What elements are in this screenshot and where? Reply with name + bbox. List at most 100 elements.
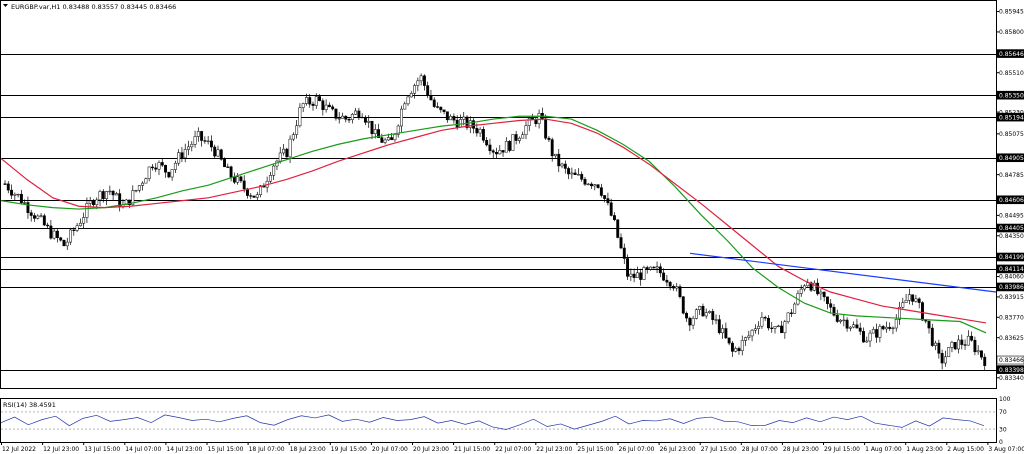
- candle-body: [272, 165, 276, 176]
- candle-body: [730, 342, 734, 352]
- candle-body: [839, 319, 842, 322]
- candle-body: [49, 225, 53, 239]
- candle-body: [698, 306, 702, 310]
- candle-body: [586, 183, 590, 186]
- candle-body: [223, 159, 226, 168]
- candle-body: [406, 96, 410, 105]
- time-tick-label: 12 Jul 2022: [2, 446, 36, 453]
- candle-body: [3, 183, 7, 185]
- candle-body: [842, 319, 846, 322]
- candle-body: [563, 163, 567, 169]
- candle-body: [937, 342, 941, 354]
- candle-body: [422, 75, 426, 86]
- candle-body: [599, 187, 603, 196]
- candle-body: [973, 340, 977, 353]
- candle-body: [465, 116, 469, 128]
- candle-body: [363, 116, 367, 123]
- candle-body: [724, 328, 728, 339]
- candle-body: [134, 189, 138, 192]
- candle-body: [144, 178, 148, 184]
- candle-body: [164, 164, 168, 173]
- candle-body: [472, 120, 476, 129]
- candle-body: [327, 104, 331, 108]
- candle-body: [881, 326, 885, 330]
- candle-body: [527, 118, 531, 126]
- candle-body: [468, 120, 472, 128]
- candle-body: [744, 337, 747, 341]
- candle-body: [557, 153, 561, 167]
- candle-body: [72, 229, 76, 231]
- candle-body: [6, 183, 10, 191]
- candle-body: [85, 203, 89, 218]
- candle-body: [701, 306, 705, 317]
- candle-body: [619, 237, 623, 249]
- moving-average-line: [0, 115, 987, 334]
- candle-body: [183, 149, 187, 159]
- time-tick-label: 1 Aug 07:00: [865, 446, 902, 453]
- candle-body: [930, 327, 934, 346]
- time-tick-label: 1 Aug 23:00: [906, 446, 943, 453]
- candle-body: [252, 195, 256, 198]
- candle-body: [662, 272, 666, 281]
- candle-body: [789, 312, 793, 314]
- candle-body: [927, 320, 931, 329]
- candle-body: [442, 109, 446, 112]
- candle-body: [373, 129, 377, 135]
- symbol-dropdown-icon[interactable]: [3, 4, 8, 7]
- candle-body: [42, 215, 46, 226]
- time-tick-label: 27 Jul 15:00: [701, 446, 737, 453]
- candle-body: [55, 230, 59, 238]
- candle-body: [239, 176, 243, 182]
- candle-body: [498, 150, 502, 155]
- candle-body: [52, 230, 56, 239]
- candle-body: [616, 219, 620, 238]
- candle-body: [393, 134, 397, 141]
- candle-body: [219, 149, 223, 160]
- candle-body: [940, 353, 944, 364]
- candle-body: [976, 350, 980, 353]
- candle-body: [721, 328, 725, 334]
- candle-body: [475, 128, 479, 134]
- candle-body: [537, 112, 541, 124]
- candle-body: [668, 281, 672, 287]
- candle-body: [481, 129, 485, 141]
- moving-averages: [0, 115, 997, 334]
- candle-body: [242, 180, 246, 190]
- candle-body: [59, 237, 63, 241]
- candle-body: [334, 108, 338, 119]
- candle-body: [105, 191, 109, 200]
- candle-body: [98, 191, 102, 201]
- candle-body: [950, 342, 954, 348]
- price-tick-label: 0.83340: [999, 375, 1024, 382]
- time-tick-label: 18 Jul 07:00: [249, 446, 285, 453]
- candle-body: [793, 303, 797, 314]
- candle-body: [734, 348, 738, 352]
- candle-body: [403, 103, 407, 110]
- candle-body: [314, 96, 318, 106]
- candle-body: [681, 296, 685, 314]
- candle-body: [688, 317, 692, 326]
- candle-body: [547, 137, 551, 140]
- candle-body: [203, 140, 207, 142]
- candle-body: [655, 266, 659, 269]
- candle-body: [137, 185, 141, 191]
- candle-body: [727, 337, 731, 344]
- candle-body: [783, 321, 787, 334]
- candle-body: [691, 318, 695, 326]
- candle-body: [432, 99, 436, 107]
- candle-body: [934, 342, 938, 346]
- candle-body: [445, 111, 449, 121]
- candle-body: [514, 134, 518, 141]
- candle-body: [416, 80, 420, 86]
- candle-body: [596, 184, 600, 188]
- rsi-line: [0, 414, 985, 430]
- candle-body: [370, 120, 374, 135]
- candle-body: [341, 115, 344, 119]
- candle-body: [46, 224, 50, 227]
- candle-body: [737, 348, 741, 351]
- candle-body: [907, 294, 911, 301]
- candle-body: [966, 335, 970, 346]
- candle-body: [426, 85, 430, 96]
